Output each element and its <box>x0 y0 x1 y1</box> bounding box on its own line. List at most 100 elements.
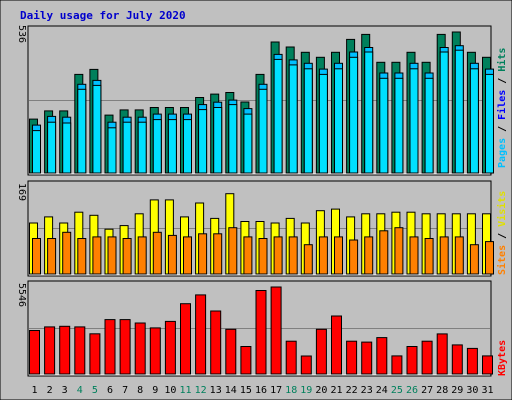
bar-kbytes-day-31 <box>482 355 493 375</box>
bar-kbytes-day-3 <box>59 325 71 375</box>
bar-pages-day-28 <box>439 51 449 174</box>
bar-sites-day-4 <box>77 238 87 275</box>
side-label-sites: Sites <box>496 245 508 275</box>
bar-pages-day-9 <box>152 119 162 174</box>
bar-kbytes-day-8 <box>134 322 146 375</box>
x-tick-label-day-29: 29 <box>451 385 463 396</box>
x-tick-label-day-4: 4 <box>77 385 83 396</box>
bar-pages-day-12 <box>198 109 208 174</box>
x-tick-label-day-30: 30 <box>466 385 478 396</box>
bar-sites-day-25 <box>394 227 404 275</box>
x-tick-label-day-18: 18 <box>285 385 297 396</box>
x-tick-label-day-19: 19 <box>300 385 312 396</box>
bar-sites-day-22 <box>349 239 359 275</box>
side-label-hits: Hits <box>496 48 508 72</box>
x-tick-label-day-11: 11 <box>179 385 191 396</box>
panel-3-ymax-label: 5546 <box>16 283 27 307</box>
bar-sites-day-19 <box>303 244 313 275</box>
bar-pages-day-14 <box>228 104 238 174</box>
side-label-sites-visits: Sites / Visits <box>496 191 508 275</box>
x-tick-label-day-16: 16 <box>255 385 267 396</box>
bar-kbytes-day-23 <box>361 341 373 375</box>
bar-pages-day-3 <box>62 122 72 174</box>
x-tick-label-day-28: 28 <box>436 385 448 396</box>
bar-kbytes-day-24 <box>376 337 388 375</box>
bar-pages-day-7 <box>122 121 132 174</box>
bar-sites-day-8 <box>137 236 147 275</box>
bar-kbytes-day-15 <box>240 346 252 375</box>
bar-sites-day-15 <box>243 236 253 275</box>
bar-sites-day-12 <box>198 233 208 275</box>
bar-pages-day-26 <box>409 68 419 174</box>
bar-pages-day-17 <box>273 58 283 174</box>
bar-kbytes-day-14 <box>225 328 237 375</box>
bar-sites-day-13 <box>213 233 223 275</box>
bar-pages-day-13 <box>213 107 223 174</box>
bar-sites-day-21 <box>334 236 343 275</box>
x-tick-label-day-8: 8 <box>137 385 143 396</box>
bar-pages-day-18 <box>288 64 298 174</box>
x-tick-label-day-3: 3 <box>62 385 68 396</box>
bar-sites-day-24 <box>379 230 389 275</box>
bar-pages-day-31 <box>485 73 494 174</box>
x-tick-label-day-24: 24 <box>376 385 388 396</box>
x-tick-label-day-22: 22 <box>346 385 358 396</box>
x-tick-label-day-23: 23 <box>361 385 373 396</box>
x-tick-label-day-13: 13 <box>210 385 222 396</box>
bar-pages-day-21 <box>334 68 343 174</box>
x-tick-label-day-31: 31 <box>481 385 493 396</box>
bar-pages-day-2 <box>47 121 57 174</box>
side-label-pages: Pages <box>497 138 508 168</box>
bar-sites-day-5 <box>92 236 102 275</box>
bar-kbytes-day-29 <box>451 344 463 375</box>
panel-1-ymax-label: 536 <box>16 25 27 43</box>
bar-sites-day-26 <box>409 236 419 275</box>
side-label-pages-files-hits: Pages / Files / Hits <box>496 48 508 168</box>
bar-pages-day-4 <box>77 88 87 174</box>
x-tick-label-day-6: 6 <box>107 385 113 396</box>
bar-kbytes-day-18 <box>285 340 297 375</box>
x-tick-label-day-15: 15 <box>240 385 252 396</box>
bar-kbytes-day-25 <box>391 355 403 375</box>
bar-kbytes-day-4 <box>74 326 86 375</box>
bar-kbytes-day-30 <box>466 347 478 375</box>
x-tick-label-day-2: 2 <box>47 385 53 396</box>
bar-sites-day-14 <box>228 227 238 275</box>
bar-kbytes-day-20 <box>315 328 327 375</box>
x-tick-label-day-27: 27 <box>421 385 433 396</box>
x-tick-label-day-14: 14 <box>225 385 237 396</box>
bar-pages-day-15 <box>243 113 253 174</box>
side-label-files: Files <box>496 90 508 120</box>
x-tick-label-day-1: 1 <box>31 385 37 396</box>
x-tick-label-day-26: 26 <box>406 385 418 396</box>
bar-kbytes-day-11 <box>180 303 191 375</box>
bar-sites-day-3 <box>62 231 72 275</box>
bar-pages-day-6 <box>107 127 117 174</box>
chart-title: Daily usage for July 2020 <box>20 9 186 22</box>
bar-pages-day-10 <box>167 119 177 174</box>
bar-sites-day-11 <box>183 236 192 275</box>
bar-sites-day-1 <box>32 238 41 275</box>
bar-pages-day-5 <box>92 84 102 174</box>
bar-kbytes-day-5 <box>89 333 101 375</box>
bar-pages-day-8 <box>137 121 147 174</box>
bar-kbytes-day-19 <box>300 355 312 375</box>
side-label-visits: Visits <box>496 191 508 227</box>
bar-pages-day-22 <box>349 56 359 174</box>
bar-kbytes-day-17 <box>270 286 282 375</box>
panel-2-ymax-label: 169 <box>16 183 27 201</box>
bar-sites-day-29 <box>454 236 464 275</box>
bar-pages-day-16 <box>258 88 268 174</box>
bar-kbytes-day-9 <box>149 327 161 375</box>
bar-kbytes-day-6 <box>104 319 116 375</box>
bar-sites-day-20 <box>318 236 328 275</box>
bar-pages-day-23 <box>364 51 374 174</box>
bar-kbytes-day-2 <box>44 326 56 375</box>
x-tick-label-day-5: 5 <box>92 385 98 396</box>
bar-kbytes-day-27 <box>421 340 433 375</box>
bar-sites-day-18 <box>288 236 298 275</box>
bar-sites-day-2 <box>47 238 57 275</box>
bar-sites-day-31 <box>485 241 494 275</box>
bar-pages-day-11 <box>183 119 192 174</box>
